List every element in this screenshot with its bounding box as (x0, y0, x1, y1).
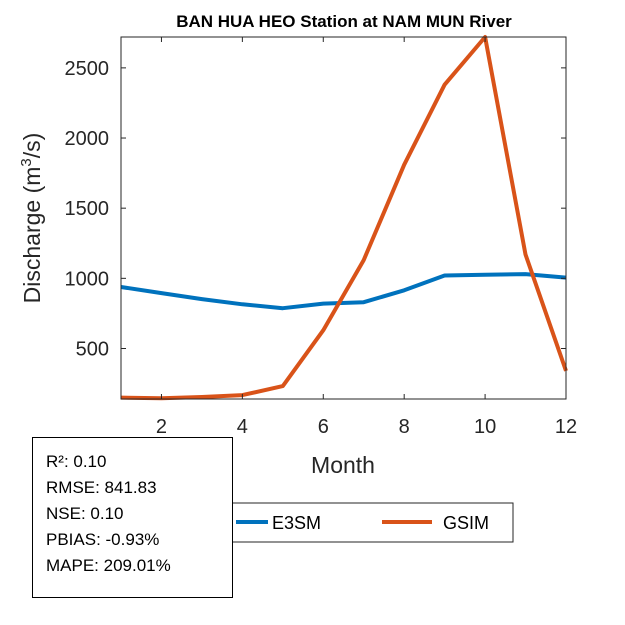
x-tick-label: 2 (156, 416, 167, 438)
y-tick-label: 1000 (65, 268, 110, 290)
y-tick-label: 2000 (65, 128, 110, 150)
x-tick-label: 4 (237, 416, 248, 438)
y-tick-label: 500 (76, 338, 109, 360)
y-axis-label-sup: 3 (18, 158, 35, 166)
series-line-gsim (120, 35, 568, 401)
y-tick-label: 2500 (65, 58, 110, 80)
legend-label-gsim: GSIM (443, 513, 489, 533)
axes-box (120, 36, 567, 400)
stat-pbias: PBIAS: -0.93% (46, 530, 160, 549)
stat-r2: R²: 0.10 (46, 452, 107, 471)
y-axis-label-main: Discharge (m (19, 167, 45, 304)
plot-area (121, 37, 566, 399)
legend-label-e3sm: E3SM (272, 513, 321, 533)
x-axis-label: Month (311, 452, 375, 478)
x-tick-label: 10 (474, 416, 496, 438)
y-tick-label: 1500 (65, 198, 110, 220)
chart-title: BAN HUA HEO Station at NAM MUN River (176, 12, 512, 31)
legend-box (221, 502, 514, 543)
x-tick-label: 6 (318, 416, 329, 438)
stats-box: R²: 0.10 RMSE: 841.83 NSE: 0.10 PBIAS: -… (32, 437, 233, 598)
x-axis-ticks: 2 4 6 8 10 12 (156, 37, 577, 438)
stat-mape: MAPE: 209.01% (46, 556, 171, 575)
x-tick-label: 12 (555, 416, 577, 438)
series-line-e3sm (120, 272, 567, 311)
y-axis-label-unit: /s) (19, 133, 45, 159)
y-axis-ticks: 500 1000 1500 2000 2500 (65, 58, 566, 360)
series-layer (120, 35, 568, 401)
stat-nse: NSE: 0.10 (46, 504, 124, 523)
stat-rmse: RMSE: 841.83 (46, 478, 157, 497)
x-tick-label: 8 (399, 416, 410, 438)
legend: E3SM GSIM (221, 502, 514, 543)
y-axis-label: Discharge (m3/s) (18, 133, 45, 304)
